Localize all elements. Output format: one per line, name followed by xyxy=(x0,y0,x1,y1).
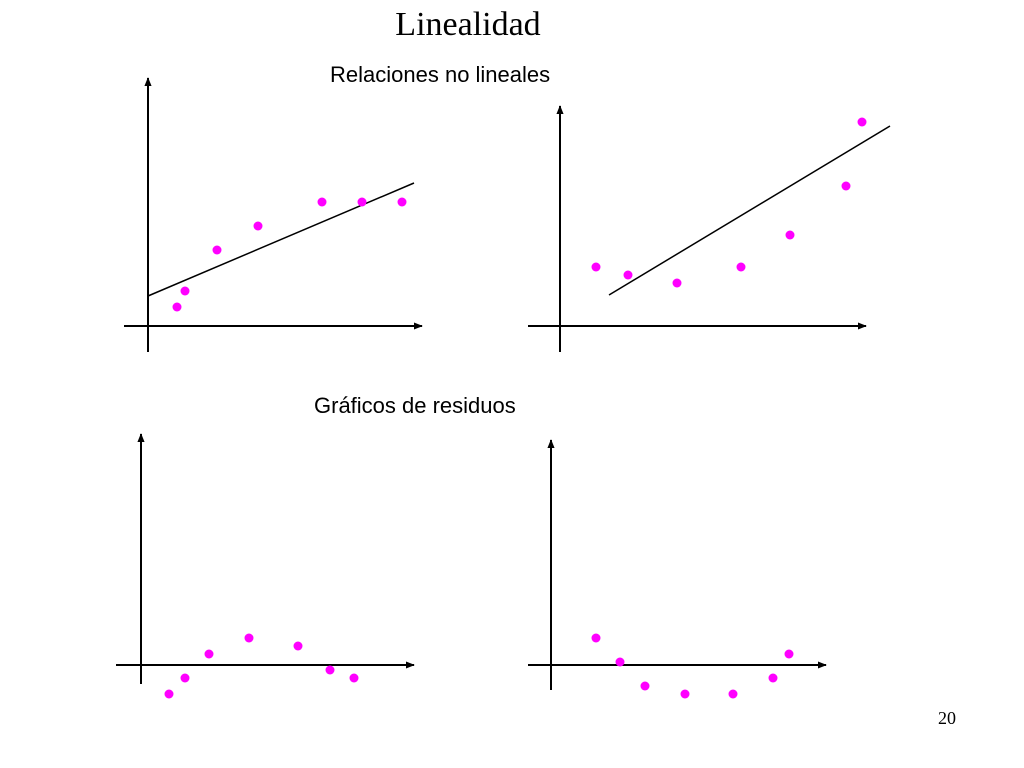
data-point xyxy=(623,270,633,280)
data-point xyxy=(397,197,407,207)
residual-plot-2 xyxy=(528,439,827,699)
page-number: 20 xyxy=(938,708,956,728)
subtitle-residual-plots: Gráficos de residuos xyxy=(314,393,516,418)
data-point xyxy=(357,197,367,207)
data-point xyxy=(728,689,738,699)
slide-title: Linealidad xyxy=(395,6,541,43)
subtitle-nonlinear-relations: Relaciones no lineales xyxy=(330,62,551,87)
data-point xyxy=(857,117,867,127)
data-point xyxy=(204,649,214,659)
data-point xyxy=(841,181,851,191)
data-point xyxy=(591,262,601,272)
data-point xyxy=(680,689,690,699)
data-point xyxy=(785,230,795,240)
data-point xyxy=(672,278,682,288)
residual-plot-1 xyxy=(116,433,415,699)
nonlinear-plot-1 xyxy=(124,77,423,352)
data-point xyxy=(349,673,359,683)
data-point xyxy=(244,633,254,643)
data-point xyxy=(317,197,327,207)
data-point xyxy=(640,681,650,691)
data-point xyxy=(172,302,182,312)
data-point xyxy=(615,657,625,667)
data-point xyxy=(293,641,303,651)
data-point xyxy=(784,649,794,659)
data-point xyxy=(212,245,222,255)
nonlinear-plot-2 xyxy=(528,105,891,352)
data-point xyxy=(253,221,263,231)
data-point xyxy=(591,633,601,643)
regression-line xyxy=(147,182,415,297)
data-point xyxy=(180,286,190,296)
data-point xyxy=(768,673,778,683)
data-point xyxy=(325,665,335,675)
data-point xyxy=(164,689,174,699)
data-point xyxy=(180,673,190,683)
data-point xyxy=(736,262,746,272)
regression-line xyxy=(608,125,891,296)
